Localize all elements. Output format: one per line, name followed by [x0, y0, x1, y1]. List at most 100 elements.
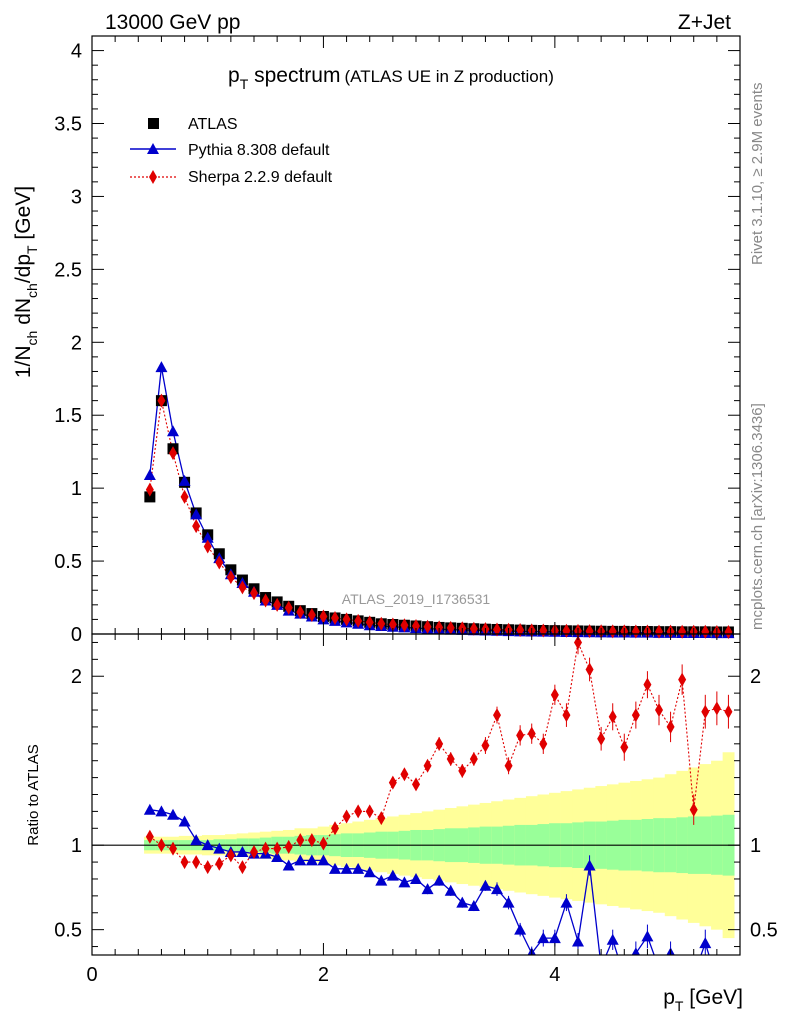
legend-atlas-label: ATLAS: [188, 116, 238, 133]
pythia-ratio-point: [676, 974, 688, 985]
sherpa-ratio-point: [215, 856, 224, 871]
sherpa-ratio-point: [504, 758, 513, 773]
pythia-ratio-point: [688, 969, 700, 980]
sherpa-point: [469, 621, 478, 636]
sherpa-ratio-point: [481, 738, 490, 753]
sherpa-ratio-point: [574, 635, 582, 650]
pythia-ratio-point: [213, 842, 226, 854]
ratio-ytick-label-right: 1: [750, 835, 761, 857]
pythia-ratio-point: [363, 866, 376, 878]
sherpa-ratio-point: [562, 708, 571, 723]
sherpa-ratio-point: [377, 811, 386, 826]
sherpa-point: [145, 482, 154, 497]
pythia-ratio-point: [491, 883, 503, 895]
pythia-ratio-point: [340, 862, 353, 874]
pythia-ratio-point: [143, 803, 156, 815]
sherpa-point: [203, 539, 212, 554]
sherpa-ratio-point: [678, 672, 687, 687]
legend: ATLAS Pythia 8.308 default Sherpa 2.2.9 …: [130, 116, 333, 186]
sherpa-ratio-point: [192, 855, 201, 870]
sherpa-point: [493, 622, 501, 637]
sherpa-ratio-point: [400, 767, 409, 782]
sherpa-ratio-point: [307, 833, 316, 848]
main-axis: 0 0.5 1 1.5 2 2.5 3 3.5 4: [54, 36, 741, 646]
pythia-ratio-point: [421, 883, 434, 895]
ylabel-sub2: ch: [24, 283, 40, 298]
sherpa-point: [388, 617, 397, 632]
sherpa-ratio-point: [261, 841, 270, 856]
sherpa-ratio-point: [180, 855, 189, 870]
pythia-ratio-point: [699, 937, 712, 949]
sherpa-ratio-point: [238, 860, 247, 875]
sherpa-point: [631, 624, 640, 639]
sherpa-point: [215, 555, 224, 570]
sherpa-point: [400, 618, 409, 633]
pythia-ratio-point: [305, 854, 318, 866]
pythia-ratio-point: [572, 935, 584, 947]
main-title-sub: T: [240, 76, 249, 92]
main-title-p: p: [228, 64, 240, 87]
pythia-ratio-point: [467, 900, 480, 912]
legend-pythia-marker: [147, 143, 159, 154]
sherpa-ratio-point: [145, 829, 154, 844]
mcplots-label: mcplots.cern.ch [arXiv:1306.3436]: [749, 403, 766, 630]
main-ytick-label: 2: [71, 332, 82, 354]
sherpa-ratio-point: [608, 709, 617, 724]
sherpa-point: [446, 620, 455, 635]
sherpa-point: [238, 580, 247, 595]
main-ytick-label: 1: [71, 478, 82, 500]
sherpa-ratio-point: [469, 752, 478, 767]
sherpa-ratio-point: [354, 804, 363, 819]
sherpa-ratio-point: [296, 833, 305, 848]
xlabel-p: p: [663, 986, 675, 1009]
sherpa-ratio-point: [284, 839, 293, 854]
sherpa-point: [724, 624, 733, 639]
pythia-ratio-point: [606, 933, 619, 945]
pythia-ratio-point: [444, 884, 457, 896]
sherpa-ratio-point: [273, 841, 282, 856]
ylabel-part3: /dp: [12, 254, 35, 283]
ratio-xtick-label: 4: [549, 964, 560, 986]
sherpa-point: [331, 610, 339, 625]
sherpa-ratio-point: [365, 804, 374, 819]
ylabel-sub1: ch: [24, 331, 40, 346]
main-title: pT spectrum (ATLAS UE in Z production): [228, 64, 554, 92]
sherpa-point: [180, 489, 189, 504]
pythia-ratio-point: [167, 808, 179, 820]
pythia-point: [201, 531, 214, 543]
sherpa-point: [365, 615, 374, 630]
sherpa-point: [192, 519, 201, 534]
pythia-point: [190, 508, 203, 520]
sherpa-point: [307, 608, 316, 623]
pythia-ratio-point: [317, 854, 330, 866]
ylabel-part2: dN: [12, 298, 35, 331]
sherpa-ratio-point: [226, 848, 235, 863]
ratio-ytick-label: 2: [71, 666, 82, 688]
sherpa-ratio-point: [157, 838, 166, 853]
pythia-ratio-point: [190, 834, 203, 846]
pythia-ratio-point: [653, 963, 665, 974]
sherpa-ratio-point: [169, 841, 177, 856]
legend-sherpa-marker: [149, 170, 157, 184]
sherpa-ratio-point: [550, 687, 559, 702]
pythia-ratio-point: [560, 896, 573, 908]
sherpa-point: [423, 619, 432, 634]
sherpa-ratio-point: [331, 821, 339, 836]
sherpa-ratio-point: [203, 860, 212, 875]
sherpa-ratio-point: [342, 809, 351, 824]
pythia-ratio-point: [236, 845, 249, 857]
ratio-xtick-label: 2: [318, 964, 329, 986]
sherpa-point: [354, 613, 363, 628]
sherpa-point: [435, 620, 444, 635]
sherpa-point: [701, 624, 710, 639]
atlas-point: [144, 491, 156, 503]
pythia-point: [178, 474, 191, 486]
header-right: Z+Jet: [678, 11, 731, 34]
main-ytick-label: 0: [71, 624, 82, 646]
main-ylabel: 1/Nch dNch/dpT [GeV]: [12, 186, 40, 378]
ratio-plot-marks: [92, 634, 740, 985]
sherpa-point: [655, 624, 663, 639]
pythia-ratio-point: [583, 859, 596, 871]
pythia-ratio-point: [352, 862, 365, 874]
